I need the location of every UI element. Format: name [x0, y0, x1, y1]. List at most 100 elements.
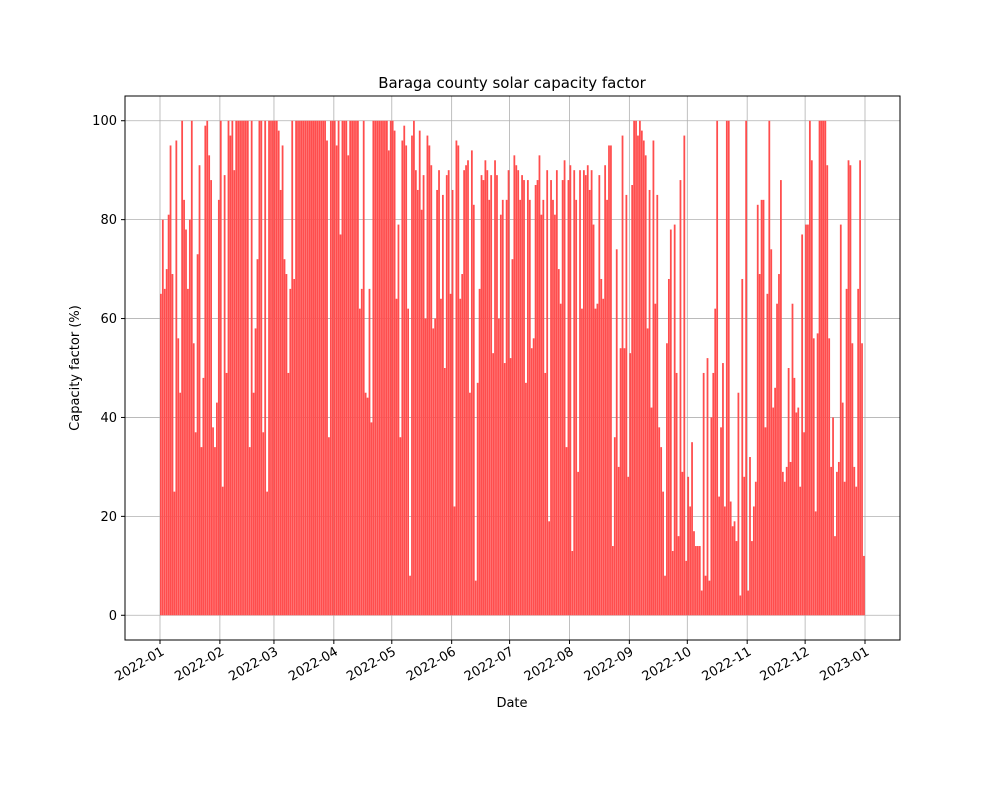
day-bar [237, 120, 240, 616]
day-bar [758, 274, 761, 616]
day-bar [436, 189, 438, 616]
day-bar [579, 170, 581, 616]
day-bar [708, 580, 711, 616]
day-bar [239, 120, 241, 616]
day-bar [476, 382, 479, 616]
day-bar [513, 155, 516, 616]
day-bar [693, 531, 695, 616]
y-tick-label: 40 [100, 411, 117, 426]
day-bar [801, 234, 804, 616]
day-bar [304, 120, 307, 616]
day-bar [355, 120, 357, 616]
day-bar [413, 120, 415, 616]
day-bar [478, 288, 481, 616]
day-bar [470, 150, 473, 616]
day-bar [648, 189, 651, 616]
day-bar [260, 120, 263, 616]
day-bar [496, 175, 498, 616]
day-bar [459, 298, 462, 616]
day-bar [196, 254, 199, 616]
day-bar [443, 368, 446, 616]
day-bar [293, 278, 296, 616]
day-bar [233, 170, 236, 616]
day-bar [353, 120, 355, 616]
day-bar [552, 199, 554, 616]
day-bar [272, 120, 274, 616]
day-bar [169, 145, 172, 616]
day-bar [584, 175, 587, 616]
x-axis-label: Date [496, 696, 527, 711]
day-bar [588, 189, 591, 616]
day-bar [660, 447, 663, 616]
day-bar [297, 120, 299, 616]
chart-title: Baraga county solar capacity factor [378, 74, 646, 92]
day-bar [808, 120, 811, 616]
day-bar [861, 343, 863, 616]
day-bar [662, 491, 664, 616]
day-bar [416, 189, 419, 616]
x-tick-label: 2022-01 [112, 644, 167, 684]
day-bar [689, 506, 692, 616]
day-bar [225, 372, 228, 616]
day-bar [283, 259, 286, 616]
day-bar [733, 521, 736, 616]
day-bar [565, 447, 568, 616]
day-bar [515, 165, 518, 616]
day-bar [799, 486, 802, 616]
day-bar [494, 160, 496, 616]
day-bar [407, 308, 410, 616]
day-bar [789, 461, 792, 616]
day-bar [179, 392, 182, 616]
day-bar [631, 185, 634, 616]
day-bar [337, 120, 340, 616]
day-bar [181, 120, 184, 616]
day-bar [328, 437, 330, 616]
day-bar [266, 491, 269, 616]
day-bar [725, 120, 728, 616]
day-bar [586, 165, 589, 616]
day-bar [509, 358, 512, 616]
day-bar [405, 145, 408, 616]
day-bar [212, 427, 214, 616]
day-bar [536, 180, 539, 616]
day-bar [720, 427, 722, 616]
day-bar [675, 372, 678, 616]
day-bar [387, 150, 390, 616]
day-bar [393, 130, 396, 616]
day-bar [793, 377, 796, 616]
day-bar [826, 165, 829, 616]
day-bar [739, 595, 742, 616]
day-bar [749, 457, 751, 616]
day-bar [449, 293, 452, 616]
day-bar [188, 219, 191, 616]
day-bar [783, 481, 786, 616]
x-tick-label: 2022-10 [640, 644, 695, 684]
day-bar [685, 560, 688, 616]
day-bar [855, 486, 858, 616]
day-bar [600, 278, 603, 616]
day-bar [621, 135, 624, 616]
day-bar [754, 481, 757, 616]
day-bar [774, 387, 776, 616]
day-bar [550, 180, 552, 616]
day-bar [525, 382, 527, 616]
day-bar [664, 575, 666, 616]
day-bar [362, 120, 365, 616]
day-bar [596, 303, 599, 616]
day-bar [805, 224, 807, 616]
day-bar [198, 165, 201, 616]
day-bar [555, 170, 558, 616]
day-bar [401, 140, 404, 616]
day-bar [177, 338, 180, 616]
day-bar [737, 392, 740, 616]
day-bar [426, 135, 429, 616]
day-bar [308, 120, 311, 616]
day-bar [411, 135, 413, 616]
y-axis-label: Capacity factor (%) [68, 305, 83, 431]
day-bar [505, 199, 508, 616]
day-bar [190, 120, 193, 616]
day-bar [503, 363, 506, 616]
day-bar [227, 120, 230, 616]
day-bar [832, 417, 834, 616]
